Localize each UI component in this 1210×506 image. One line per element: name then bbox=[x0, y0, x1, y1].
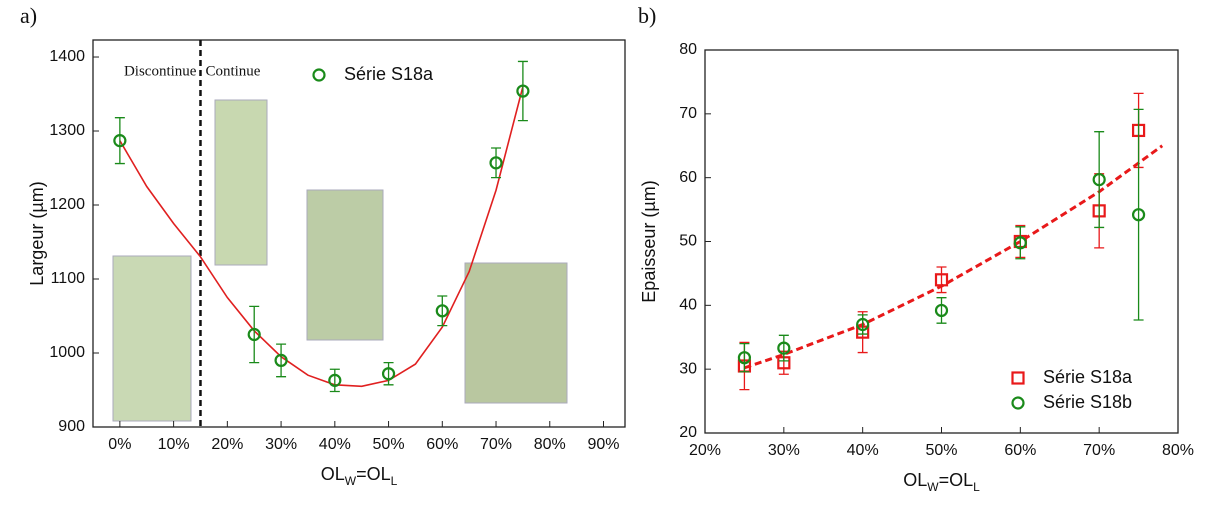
legend-label: Série S18b bbox=[1043, 392, 1132, 412]
error-bar bbox=[383, 361, 394, 386]
legend-marker bbox=[1011, 371, 1025, 385]
legend-entry: Série S18a bbox=[312, 64, 434, 84]
marker bbox=[381, 367, 396, 381]
x-axis-title-part: W bbox=[927, 480, 939, 494]
y-axis-title: Epaisseur (µm) bbox=[639, 180, 659, 302]
error-bar bbox=[739, 342, 750, 373]
x-axis-title-part: =OL bbox=[356, 464, 391, 484]
marker bbox=[328, 373, 342, 387]
y-tick-label: 70 bbox=[679, 105, 697, 122]
x-axis-title-part: OL bbox=[903, 470, 927, 490]
error-bar bbox=[1015, 226, 1026, 260]
marker bbox=[435, 304, 449, 318]
error-bar bbox=[114, 117, 125, 165]
x-tick-label: 40% bbox=[847, 442, 879, 459]
error-bar bbox=[517, 60, 528, 122]
x-tick-label: 60% bbox=[426, 436, 458, 453]
marker bbox=[274, 353, 288, 368]
legend-label: Série S18a bbox=[344, 64, 434, 84]
marker bbox=[737, 351, 752, 365]
y-axis-title: Largeur (µm) bbox=[27, 181, 47, 285]
marker bbox=[856, 317, 870, 332]
panel-label: b) bbox=[638, 3, 656, 28]
inset-image bbox=[464, 262, 568, 404]
y-tick-label: 1400 bbox=[49, 48, 85, 65]
error-bar bbox=[276, 343, 287, 378]
x-tick-label: 50% bbox=[373, 436, 405, 453]
x-axis-title-part: OL bbox=[321, 464, 345, 484]
legend-entry: Série S18b bbox=[1011, 392, 1132, 412]
error-bar bbox=[249, 305, 260, 364]
x-axis-title: OLW=OLL bbox=[903, 470, 980, 494]
y-tick-label: 30 bbox=[679, 360, 697, 377]
insets bbox=[112, 99, 568, 422]
y-tick-label: 60 bbox=[679, 169, 697, 186]
x-tick-label: 20% bbox=[211, 436, 243, 453]
x-tick-label: 50% bbox=[925, 442, 957, 459]
y-tick-label: 40 bbox=[679, 297, 697, 314]
legend-entry: Série S18a bbox=[1011, 367, 1133, 387]
marker bbox=[247, 327, 261, 342]
y-tick-label: 900 bbox=[58, 418, 85, 435]
error-bar bbox=[491, 147, 502, 179]
error-bar bbox=[1094, 131, 1105, 229]
plot-frame bbox=[92, 39, 626, 428]
y-tick-label: 1300 bbox=[49, 122, 85, 139]
x-axis-title-part: L bbox=[391, 474, 398, 488]
marker bbox=[777, 341, 791, 355]
error-bar bbox=[936, 297, 947, 324]
x-tick-label: 30% bbox=[768, 442, 800, 459]
y-tick-label: 50 bbox=[679, 233, 697, 250]
marker bbox=[516, 84, 530, 98]
annotation: Continue bbox=[205, 63, 260, 79]
x-tick-label: 70% bbox=[480, 436, 512, 453]
error-bar bbox=[1133, 108, 1144, 321]
inset-image bbox=[214, 99, 268, 266]
x-axis-title: OLW=OLL bbox=[321, 464, 398, 488]
x-tick-label: 60% bbox=[1004, 442, 1036, 459]
legend-marker bbox=[1011, 396, 1025, 410]
x-tick-label: 0% bbox=[108, 436, 131, 453]
y-tick-label: 20 bbox=[679, 424, 697, 441]
marker bbox=[934, 273, 949, 287]
y-tick-label: 1200 bbox=[49, 196, 85, 213]
inset-image bbox=[306, 189, 384, 341]
x-tick-label: 80% bbox=[1162, 442, 1194, 459]
marker bbox=[113, 134, 127, 148]
marker bbox=[934, 303, 949, 318]
error-bar bbox=[936, 266, 947, 294]
marker bbox=[1013, 236, 1027, 250]
error-bar bbox=[437, 295, 448, 327]
x-tick-label: 10% bbox=[158, 436, 190, 453]
x-tick-label: 20% bbox=[689, 442, 721, 459]
legend-label: Série S18a bbox=[1043, 367, 1133, 387]
x-tick-label: 70% bbox=[1083, 442, 1115, 459]
legend-marker bbox=[312, 68, 326, 82]
x-axis-title-part: W bbox=[345, 474, 357, 488]
x-axis-title-part: L bbox=[973, 480, 980, 494]
y-tick-label: 1100 bbox=[51, 270, 86, 287]
error-bar bbox=[778, 334, 789, 362]
inset-image bbox=[112, 255, 192, 422]
marker bbox=[489, 156, 503, 170]
annotation: Discontinue bbox=[124, 63, 197, 79]
error-bar bbox=[329, 368, 340, 393]
x-tick-label: 80% bbox=[534, 436, 566, 453]
y-tick-label: 80 bbox=[679, 41, 697, 58]
x-axis-title-part: =OL bbox=[939, 470, 974, 490]
x-tick-label: 90% bbox=[587, 436, 619, 453]
panel-label: a) bbox=[20, 3, 37, 28]
y-tick-label: 1000 bbox=[49, 344, 85, 361]
marker bbox=[1092, 172, 1106, 187]
fit-curve bbox=[119, 86, 524, 388]
x-tick-label: 40% bbox=[319, 436, 351, 453]
marker bbox=[1131, 208, 1146, 222]
x-tick-label: 30% bbox=[265, 436, 297, 453]
